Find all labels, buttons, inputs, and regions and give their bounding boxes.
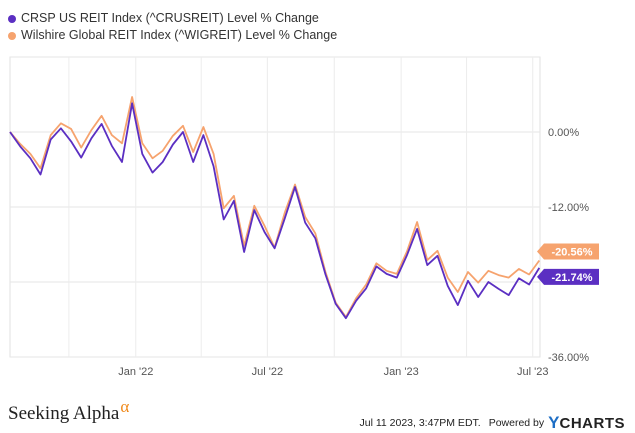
end-label-text: -21.74% (552, 272, 593, 284)
legend-item-wilshire[interactable]: Wilshire Global REIT Index (^WIGREIT) Le… (8, 27, 337, 44)
end-label-crsp: -21.74% (537, 268, 599, 285)
attribution: Jul 11 2023, 3:47PM EDT. Powered by Y CHA… (359, 413, 625, 433)
brand-name: Seeking Alpha (8, 403, 120, 424)
end-label-text: -20.56% (552, 247, 593, 259)
x-tick-label: Jul '22 (252, 366, 283, 378)
chart-legend: CRSP US REIT Index (^CRUSREIT) Level % C… (8, 10, 337, 44)
legend-label-wilshire: Wilshire Global REIT Index (^WIGREIT) Le… (21, 28, 338, 42)
powered-by-text: Powered by (488, 417, 545, 429)
y-tick-label: -36.00% (548, 352, 589, 364)
end-label-wilshire: -20.56% (537, 243, 599, 260)
seeking-alpha-logo[interactable]: Seeking Alphaα (8, 397, 129, 425)
end-label-tag (537, 268, 599, 285)
footer: Seeking Alphaα Jul 11 2023, 3:47PM EDT. … (0, 395, 635, 433)
x-tick-label: Jan '22 (118, 366, 153, 378)
series-lines (9, 96, 541, 320)
timestamp: Jul 11 2023, 3:47PM EDT. (359, 417, 481, 429)
grid-lines (9, 56, 541, 358)
end-label-tag (537, 243, 599, 260)
axis-labels: 0.00% -12.00% -36.00% Jan '22 Jul '22 Jan '23… (118, 127, 589, 378)
ycharts-logo-y[interactable]: Y (548, 413, 560, 432)
legend-label-crsp: CRSP US REIT Index (^CRUSREIT) Level % C… (21, 11, 319, 25)
y-tick-label: -12.00% (548, 202, 589, 214)
legend-swatch-crsp (8, 14, 16, 23)
legend-swatch-wilshire (8, 31, 16, 40)
y-tick-label: 0.00% (548, 127, 579, 139)
end-value-labels: -21.74% -20.56% (537, 243, 599, 285)
ycharts-logo-text[interactable]: CHARTS (559, 414, 625, 432)
x-tick-label: Jul '23 (517, 366, 548, 378)
alpha-mark: α (120, 397, 130, 416)
x-tick-label: Jan '23 (384, 366, 419, 378)
series-line-crsp (9, 102, 541, 320)
legend-item-crsp[interactable]: CRSP US REIT Index (^CRUSREIT) Level % C… (8, 10, 337, 27)
